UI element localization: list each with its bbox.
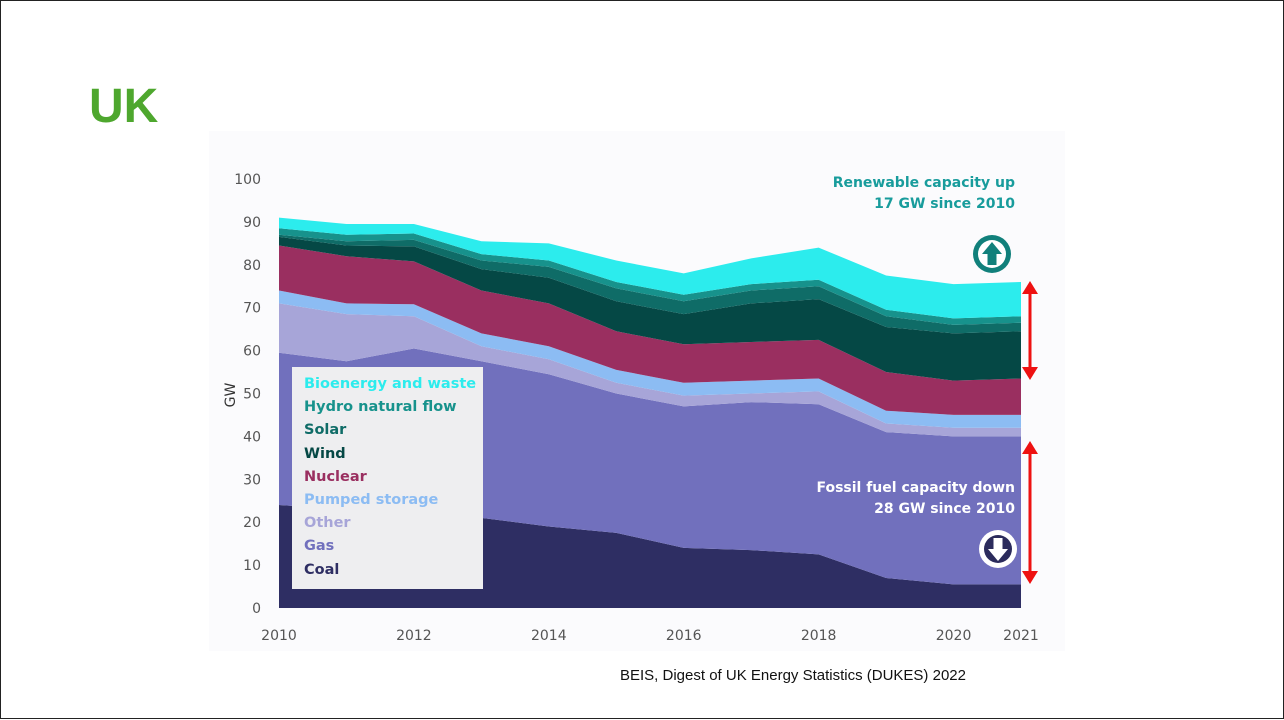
fossil-annotation-line1: Fossil fuel capacity down: [816, 480, 1015, 496]
y-tick-label: 30: [243, 472, 261, 488]
chart-legend: Bioenergy and waste Hydro natural flow Sol…: [292, 367, 483, 589]
area-hydro-natural-flow: [279, 228, 1021, 325]
y-tick-label: 40: [243, 429, 261, 445]
renewable-annotation-line2: 17 GW since 2010: [874, 196, 1015, 212]
legend-item-bioenergy-and-waste: Bioenergy and waste: [304, 376, 477, 392]
y-tick-label: 50: [243, 387, 261, 403]
legend-item-pumped-storage: Pumped storage: [304, 492, 439, 509]
y-tick-label: 20: [243, 515, 261, 531]
y-tick-label: 100: [234, 172, 261, 188]
down-arrow-icon: [979, 530, 1017, 568]
y-tick-label: 60: [243, 344, 261, 360]
renewable-change-arrow: [1022, 281, 1038, 380]
x-tick-label: 2012: [396, 628, 432, 644]
x-tick-label: 2010: [261, 628, 297, 644]
area-solar: [279, 234, 1021, 334]
x-tick-label: 2021: [1003, 628, 1039, 644]
legend-item-gas: Gas: [304, 538, 335, 555]
fossil-annotation-line2: 28 GW since 2010: [874, 501, 1015, 517]
fossil-annotation: Fossil fuel capacity down 28 GW since 20…: [771, 478, 1015, 520]
y-tick-label: 80: [243, 258, 261, 274]
area-bioenergy-and-waste: [279, 217, 1021, 319]
x-tick-label: 2016: [666, 628, 702, 644]
area-pumped-storage: [279, 290, 1021, 428]
x-tick-labels: 2010 2012 2014 2016 2018 2020 2021: [261, 628, 1039, 644]
up-arrow-icon: [973, 235, 1011, 273]
y-axis-label: GW: [223, 383, 239, 408]
legend-item-other: Other: [304, 515, 351, 532]
legend-item-hydro-natural-flow: Hydro natural flow: [304, 399, 457, 416]
fossil-change-arrow: [1022, 441, 1038, 584]
area-other: [279, 303, 1021, 437]
slide-title: UK: [89, 80, 159, 133]
renewable-annotation: Renewable capacity up 17 GW since 2010: [771, 173, 1015, 215]
x-tick-label: 2014: [531, 628, 567, 644]
y-tick-label: 70: [243, 301, 261, 317]
renewable-annotation-line1: Renewable capacity up: [832, 175, 1015, 191]
area-nuclear: [279, 245, 1021, 415]
y-tick-labels: 0 10 20 30 40 50 60 70 80 90 100: [234, 172, 261, 617]
source-citation: BEIS, Digest of UK Energy Statistics (DU…: [620, 667, 966, 684]
y-tick-label: 0: [252, 601, 261, 617]
legend-item-coal: Coal: [304, 561, 340, 578]
area-wind: [279, 236, 1021, 381]
y-tick-label: 90: [243, 215, 261, 231]
legend-item-wind: Wind: [304, 445, 346, 462]
x-tick-label: 2018: [801, 628, 837, 644]
y-tick-label: 10: [243, 558, 261, 574]
legend-item-nuclear: Nuclear: [304, 468, 367, 485]
legend-item-solar: Solar: [304, 422, 347, 439]
x-tick-label: 2020: [936, 628, 972, 644]
